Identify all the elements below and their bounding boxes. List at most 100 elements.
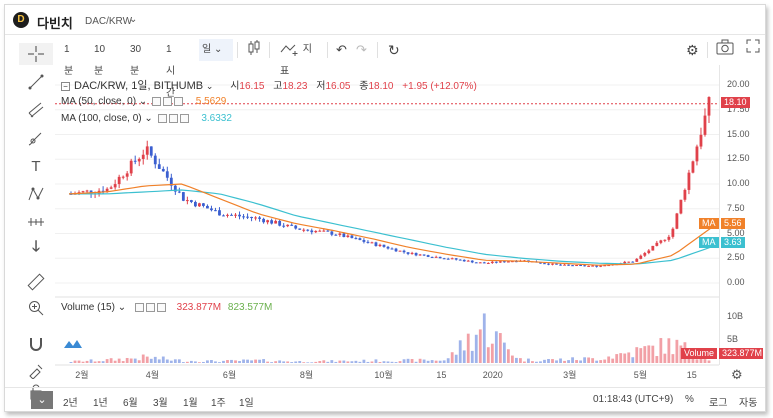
arrow-down-icon[interactable]: 🡓: [32, 237, 40, 255]
candle-body: [506, 261, 510, 263]
range-1w[interactable]: 1주: [211, 398, 226, 409]
candle-body: [330, 231, 334, 235]
time-tick-label: 15: [436, 370, 446, 380]
ma100-legend[interactable]: MA (100, close, 0) ⌄ 3.6332: [61, 113, 232, 124]
ruler-icon[interactable]: [19, 271, 53, 293]
candle-body: [607, 265, 611, 267]
range-1d[interactable]: 1일: [239, 398, 254, 409]
volume-ma-value: 823.577M: [227, 302, 273, 313]
interval-1d[interactable]: 일 ⌄: [199, 39, 233, 61]
text-tool-icon[interactable]: T: [31, 157, 41, 175]
volume-bar: [390, 361, 394, 363]
gear-icon[interactable]: ⚙: [686, 42, 699, 58]
brand-wave-icon: [63, 337, 83, 351]
candle-body: [482, 262, 486, 264]
pitchfork-icon[interactable]: [19, 99, 53, 121]
volume-bar: [619, 353, 623, 363]
remove-icon[interactable]: [173, 96, 183, 106]
eye-icon[interactable]: [151, 96, 161, 106]
interval-30m[interactable]: 30분: [130, 44, 142, 77]
remove-icon[interactable]: [156, 302, 166, 312]
axis-settings-icon[interactable]: ⚙: [731, 367, 743, 382]
volume-bar: [494, 331, 498, 363]
candle-body: [555, 263, 558, 265]
volume-bar: [93, 361, 97, 363]
trend-line-icon[interactable]: [19, 71, 53, 93]
volume-bar: [298, 361, 302, 363]
lock-drawing-icon[interactable]: [19, 359, 53, 381]
header: D 다빈치 DAC/KRW ⌄: [5, 5, 765, 35]
candle-body: [438, 256, 442, 259]
volume-bar: [382, 361, 386, 363]
remove-icon[interactable]: [179, 113, 189, 123]
zoom-in-icon[interactable]: [19, 297, 53, 319]
candle-body: [346, 235, 350, 238]
candle-body: [695, 146, 699, 162]
measure-icon[interactable]: [19, 211, 53, 233]
volume-bar: [270, 362, 274, 363]
range-2y[interactable]: 2년: [63, 398, 78, 409]
range-1m[interactable]: 1월: [183, 398, 198, 409]
candle-body: [707, 97, 711, 116]
camera-icon[interactable]: [713, 39, 737, 61]
pattern-icon[interactable]: [19, 183, 53, 205]
candle-style-icon[interactable]: [243, 39, 265, 61]
brush-icon[interactable]: [19, 127, 53, 149]
volume-bar: [498, 333, 502, 363]
candle-body: [502, 261, 506, 263]
volume-bar: [478, 329, 482, 363]
range-1y[interactable]: 1년: [93, 398, 108, 409]
auto-toggle[interactable]: 자동: [739, 398, 758, 409]
interval-10m[interactable]: 10분: [94, 44, 106, 77]
chevron-down-icon[interactable]: ⌄: [129, 14, 138, 25]
interval-1h[interactable]: 1시간: [166, 44, 176, 99]
percent-toggle[interactable]: %: [685, 394, 694, 405]
interval-1m[interactable]: 1분: [64, 44, 74, 77]
symbol-legend: − DAC/KRW, 1일, BITHUMB ⌄ 시16.15 고18.23 저1…: [61, 77, 477, 93]
volume-tick-label: 5B: [727, 333, 739, 344]
magnet-icon[interactable]: [19, 333, 53, 355]
volume-bar: [639, 348, 643, 363]
collapse-button[interactable]: ⌄: [31, 391, 53, 409]
ma100-tag: 3.63: [721, 237, 745, 248]
indicator-button[interactable]: 지표: [280, 44, 312, 77]
volume-bar: [258, 359, 261, 363]
crosshair-icon[interactable]: [19, 43, 53, 65]
redo-icon[interactable]: ↷: [356, 42, 367, 57]
candle-body: [382, 244, 386, 247]
candle-body: [370, 242, 374, 244]
coin-name[interactable]: 다빈치: [37, 16, 73, 31]
time-tick-label: 3월: [563, 369, 576, 380]
volume-bar: [446, 358, 450, 363]
eye-icon[interactable]: [134, 302, 144, 312]
coin-pair[interactable]: DAC/KRW: [85, 16, 133, 27]
volume-bar: [695, 359, 699, 363]
volume-bar: [326, 361, 330, 363]
settings-icon[interactable]: [145, 302, 155, 312]
candle-body: [683, 189, 687, 200]
undo-icon[interactable]: ↶: [336, 42, 347, 57]
high-value: 18.23: [282, 81, 308, 92]
range-6m[interactable]: 6월: [123, 398, 138, 409]
log-toggle[interactable]: 로그: [709, 398, 728, 409]
volume-bar: [290, 362, 294, 363]
candle-body: [165, 171, 169, 178]
candle-body: [442, 258, 446, 260]
volume-bar: [703, 359, 707, 363]
volume-bar: [422, 359, 426, 363]
volume-bar: [438, 360, 442, 363]
volume-bar: [81, 361, 85, 363]
ma50-value: 5.5629: [195, 96, 227, 107]
volume-bar: [651, 345, 655, 363]
fullscreen-icon[interactable]: [743, 39, 763, 61]
volume-legend[interactable]: Volume (15) ⌄ 323.877M 823.577M: [61, 302, 273, 313]
reset-icon[interactable]: ↻: [388, 42, 400, 58]
settings-icon[interactable]: [168, 113, 178, 123]
eye-icon[interactable]: [157, 113, 167, 123]
range-3m[interactable]: 3월: [153, 398, 168, 409]
volume-bar: [523, 361, 526, 363]
price-chart[interactable]: 2월 4월 6월 8월 10월 15 2020 3월 5월 15: [55, 65, 719, 383]
volume-value: 323.877M: [176, 302, 222, 313]
ma50-legend[interactable]: MA (50, close, 0) ⌄ 5.5629: [61, 96, 227, 107]
settings-icon[interactable]: [162, 96, 172, 106]
